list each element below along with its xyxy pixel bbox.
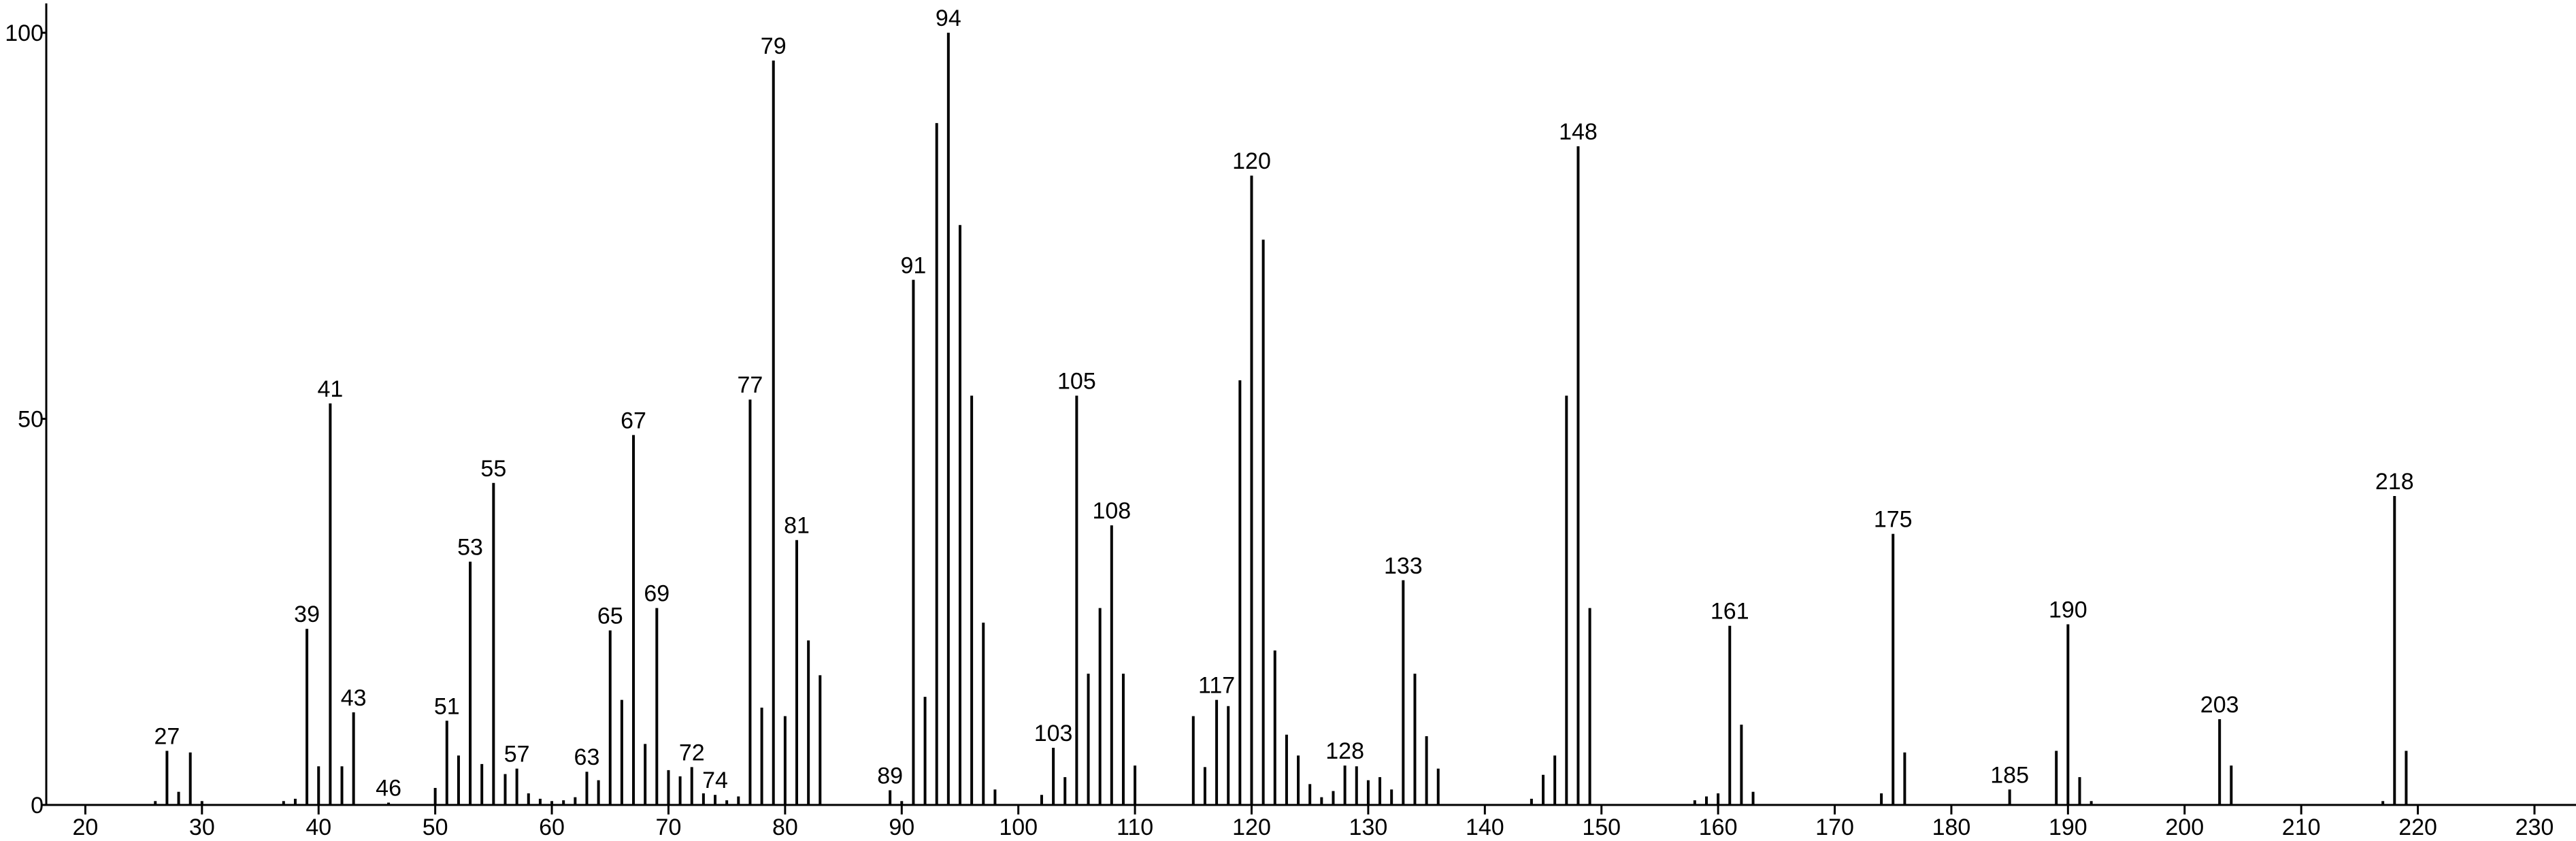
- peak-label: 39: [294, 601, 320, 627]
- x-tick-label: 90: [889, 814, 914, 840]
- peak-label: 55: [480, 456, 506, 482]
- x-tick-label: 100: [999, 814, 1038, 840]
- peak-label: 203: [2200, 692, 2239, 718]
- peak-label: 128: [1325, 738, 1364, 764]
- x-tick-label: 180: [1932, 814, 1971, 840]
- peak-label: 74: [702, 768, 728, 793]
- x-tick-label: 30: [189, 814, 215, 840]
- peak-label: 120: [1232, 148, 1271, 174]
- x-tick-label: 220: [2398, 814, 2437, 840]
- y-tick-label: 0: [31, 793, 44, 819]
- x-tick-label: 150: [1582, 814, 1621, 840]
- x-tick-label: 200: [2165, 814, 2204, 840]
- y-tick-label: 50: [18, 407, 44, 433]
- peak-label: 103: [1034, 721, 1073, 746]
- peak-label: 185: [1990, 762, 2029, 788]
- peak-label: 27: [154, 724, 180, 750]
- peak-label: 81: [784, 513, 810, 539]
- peak-label: 91: [901, 252, 927, 278]
- peak-label: 89: [877, 763, 903, 789]
- peak-label: 117: [1198, 673, 1235, 699]
- peak-label: 218: [2375, 469, 2414, 495]
- x-tick-label: 160: [1699, 814, 1738, 840]
- peak-label: 63: [574, 744, 600, 770]
- x-tick-label: 170: [1815, 814, 1854, 840]
- x-tick-label: 110: [1117, 814, 1153, 840]
- peak-label: 133: [1384, 553, 1423, 579]
- x-tick-label: 40: [306, 814, 331, 840]
- x-tick-label: 130: [1349, 814, 1388, 840]
- y-tick-label: 100: [5, 20, 44, 46]
- peak-label: 77: [738, 372, 763, 398]
- peak-label: 94: [936, 5, 961, 31]
- peak-label: 105: [1057, 369, 1096, 395]
- x-tick-label: 230: [2515, 814, 2554, 840]
- x-tick-label: 120: [1232, 814, 1271, 840]
- x-tick-label: 190: [2049, 814, 2087, 840]
- peak-label: 148: [1559, 119, 1598, 145]
- x-tick-label: 210: [2282, 814, 2321, 840]
- peak-label: 51: [434, 693, 460, 719]
- peak-label: 43: [341, 685, 367, 711]
- peak-label: 79: [761, 33, 787, 59]
- peak-label: 190: [2049, 597, 2087, 623]
- peak-label: 65: [597, 604, 623, 629]
- peak-label: 57: [504, 742, 530, 768]
- peak-label: 108: [1092, 498, 1131, 524]
- x-tick-label: 80: [772, 814, 798, 840]
- peak-label: 175: [1874, 507, 1913, 533]
- peak-label: 46: [376, 776, 401, 802]
- peak-label: 67: [621, 408, 646, 433]
- x-tick-label: 50: [423, 814, 448, 840]
- peak-label: 41: [317, 376, 343, 402]
- peak-label: 69: [644, 581, 670, 607]
- peak-label: 72: [679, 740, 705, 765]
- peak-label: 53: [457, 535, 483, 561]
- peak-label: 161: [1711, 599, 1749, 625]
- x-tick-label: 70: [656, 814, 682, 840]
- x-tick-label: 140: [1466, 814, 1504, 840]
- x-tick-label: 60: [539, 814, 565, 840]
- x-tick-label: 20: [73, 814, 99, 840]
